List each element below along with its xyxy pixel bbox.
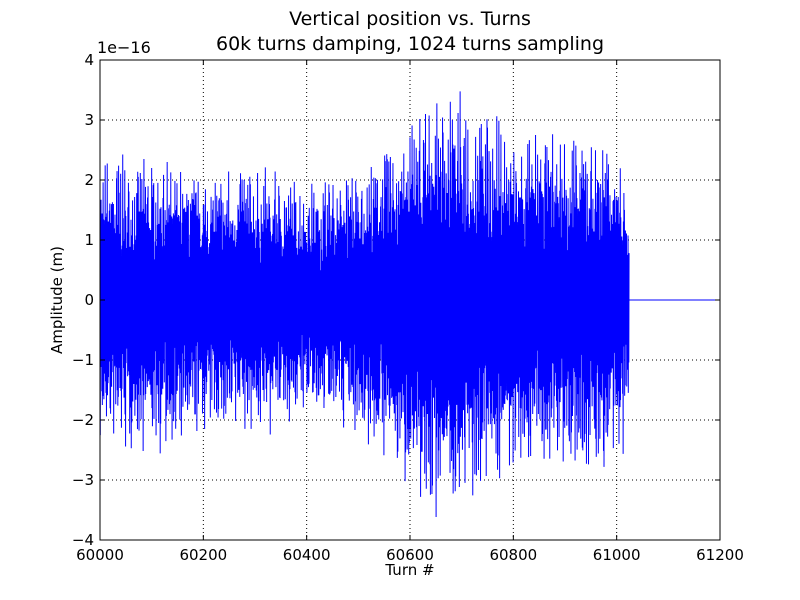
y-tick-label: 4 — [84, 51, 94, 69]
x-tick-label: 60800 — [489, 546, 537, 564]
y-tick-label: −2 — [72, 411, 94, 429]
y-tick-label: 3 — [84, 111, 94, 129]
x-tick-label: 60200 — [179, 546, 227, 564]
ticks: 60000 60200 60400 60600 60800 61000 61200 −4 −3 −… — [72, 51, 744, 564]
x-tick-label: 60600 — [386, 546, 434, 564]
x-tick-label: 61000 — [593, 546, 641, 564]
y-axis-label: Amplitude (m) — [48, 246, 66, 354]
y-tick-label: 2 — [84, 171, 94, 189]
x-tick-label: 60000 — [76, 546, 124, 564]
chart-subtitle: 60k turns damping, 1024 turns sampling — [215, 33, 604, 55]
y-tick-label: −3 — [72, 471, 94, 489]
y-tick-label: −4 — [72, 531, 94, 549]
chart-title: Vertical position vs. Turns — [289, 8, 531, 30]
x-tick-label: 61200 — [696, 546, 744, 564]
x-tick-label: 60400 — [283, 546, 331, 564]
series-line — [99, 91, 630, 517]
series-layer — [99, 91, 720, 517]
y-tick-label: −1 — [72, 351, 94, 369]
x-axis-label: Turn # — [385, 561, 435, 579]
y-tick-label: 0 — [84, 291, 94, 309]
y-axis-offset-label: 1e−16 — [97, 38, 151, 57]
y-tick-label: 1 — [84, 231, 94, 249]
